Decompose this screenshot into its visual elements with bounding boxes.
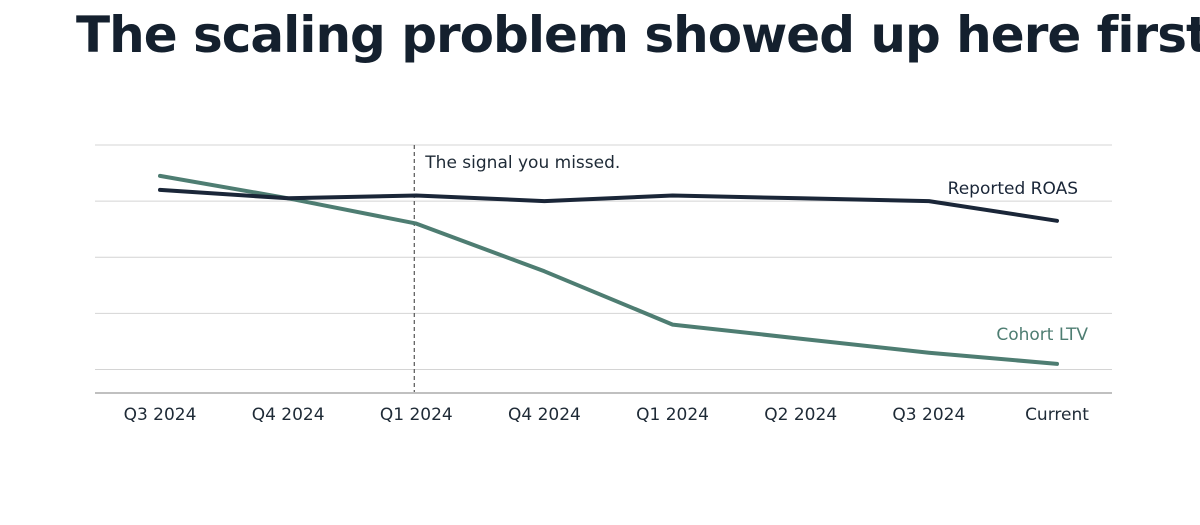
x-tick-label: Q4 2024 [252, 405, 325, 425]
x-tick-label: Q3 2024 [124, 405, 197, 425]
x-tick-label: Q1 2024 [636, 405, 709, 425]
x-tick-label: Q4 2024 [508, 405, 581, 425]
x-axis: Q3 2024 Q4 2024 Q1 2024 Q4 2024 Q1 2024 Q2 20… [95, 392, 1112, 425]
reported-roas-line [158, 187, 1059, 223]
x-tick-label: Q3 2024 [892, 405, 965, 425]
label-layer: Reported ROAS Cohort LTV [948, 179, 1089, 345]
cohort-ltv-line [158, 173, 1059, 366]
reported-roas-label: Reported ROAS [948, 179, 1078, 199]
x-tick-label: Q1 2024 [380, 405, 453, 425]
annotation-label: The signal you missed. [424, 153, 620, 173]
annotation-layer: The signal you missed. [413, 145, 620, 392]
series-layer [158, 173, 1059, 366]
gridlines [95, 144, 1112, 371]
page-title: The scaling problem showed up here first… [76, 6, 1200, 64]
cohort-ltv-label: Cohort LTV [996, 325, 1088, 345]
x-tick-label: Q2 2024 [764, 405, 837, 425]
x-tick-label: Current [1025, 405, 1089, 425]
